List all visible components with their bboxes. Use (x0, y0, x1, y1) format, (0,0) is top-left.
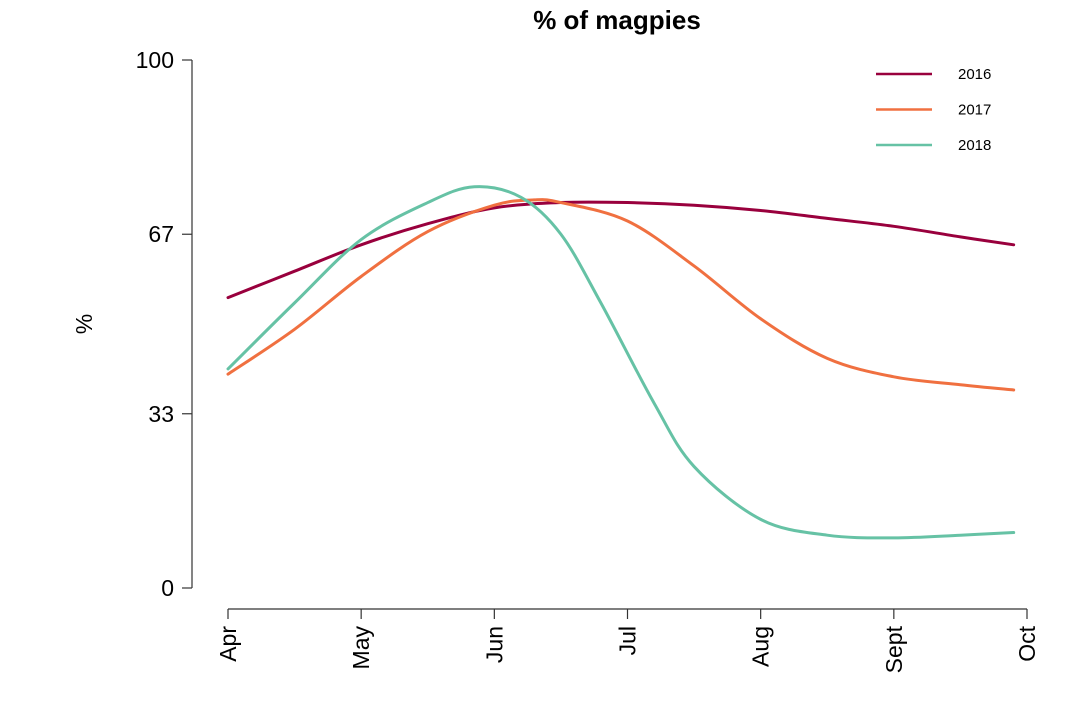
x-tick-label: May (348, 626, 374, 670)
x-tick-label: Apr (215, 626, 241, 662)
series-line-2016 (226, 200, 1016, 300)
x-tick-label: Jul (615, 626, 641, 655)
y-axis-ticks: 0 33 67 100 (136, 47, 192, 601)
x-tick-label: Jun (481, 626, 507, 663)
legend-label-2017: 2017 (958, 102, 991, 119)
y-tick-label: 0 (161, 575, 174, 601)
y-tick-label: 100 (136, 47, 174, 73)
series-lines (226, 185, 1016, 540)
y-axis-label: % (71, 314, 97, 334)
series-line-2017 (226, 198, 1016, 392)
chart-title: % of magpies (533, 5, 701, 35)
legend-label-2016: 2016 (958, 66, 991, 83)
series-line-2018 (226, 185, 1016, 540)
legend: 2016 2017 2018 (876, 66, 991, 154)
x-tick-label: Oct (1014, 625, 1040, 661)
y-tick-label: 67 (148, 221, 174, 247)
legend-label-2018: 2018 (958, 137, 991, 154)
x-axis-ticks: Apr May Jun Jul Aug Sept Oct (215, 609, 1040, 673)
x-tick-label: Sept (881, 625, 907, 673)
x-tick-label: Aug (748, 626, 774, 667)
y-tick-label: 33 (148, 401, 174, 427)
